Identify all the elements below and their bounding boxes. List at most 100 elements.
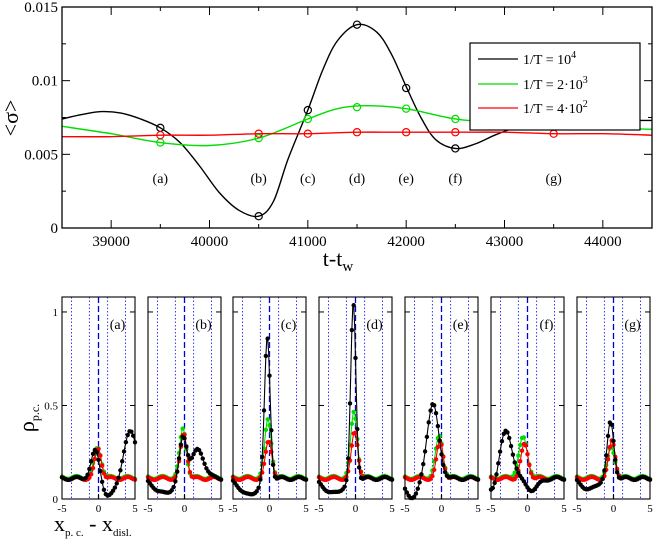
profile-point-black bbox=[421, 461, 426, 467]
profile-point-black bbox=[497, 449, 503, 454]
profile-point-black bbox=[176, 456, 182, 461]
profile-point-green bbox=[263, 427, 269, 432]
profile-x-tick-label: -5 bbox=[228, 503, 238, 515]
main-ticks: 39000 40000 41000 42000 43000 44000 0 0.005 0.01… bbox=[24, 0, 653, 250]
profile-point-black bbox=[411, 494, 417, 500]
main-series-1-point bbox=[303, 114, 313, 124]
profile-y-tick-label: 1 bbox=[53, 307, 59, 319]
main-series-2-point bbox=[254, 129, 263, 138]
profile-point-black bbox=[260, 454, 265, 460]
profile-point-black bbox=[130, 433, 136, 438]
profile-point-black bbox=[415, 486, 420, 491]
legend-entry-0: 1/T = 104 bbox=[523, 50, 576, 68]
profile-point-green bbox=[512, 470, 517, 475]
profile-panel-0: -5 0 500.51(a) bbox=[44, 296, 138, 515]
profile-point-black bbox=[189, 455, 194, 461]
main-x-tick-label: 39000 bbox=[92, 234, 130, 250]
profile-panels: -5 0 500.51(a)-5 0 5(b)-5 0 5(c)-5 0 5(d)-5 0 5(e)… bbox=[44, 296, 653, 515]
profile-point-red bbox=[101, 471, 107, 476]
profile-point-black bbox=[605, 433, 611, 439]
profile-point-black bbox=[261, 408, 267, 413]
profile-point-black bbox=[351, 303, 356, 308]
profile-x-tick-label: 0 bbox=[439, 503, 445, 515]
profile-point-black bbox=[514, 466, 519, 471]
main-series-2-point bbox=[451, 128, 460, 137]
profile-point-black bbox=[422, 449, 428, 454]
profile-point-red bbox=[518, 458, 523, 464]
profile-panel-label: (f) bbox=[539, 318, 553, 333]
profile-point-black bbox=[200, 456, 205, 461]
profile-point-black bbox=[342, 484, 347, 489]
profile-x-tick-label: 5 bbox=[389, 503, 395, 515]
legend-entry-2-base: 1/T = 4·10 bbox=[523, 102, 583, 117]
legend-entry-1: 1/T = 2·103 bbox=[523, 75, 588, 93]
main-chart: 39000 40000 41000 42000 43000 44000 0 0.005 0.01… bbox=[0, 0, 653, 275]
profile-point-black bbox=[609, 422, 614, 427]
profile-point-black bbox=[125, 432, 130, 438]
profile-point-green bbox=[351, 409, 356, 415]
profile-point-red bbox=[346, 469, 351, 474]
main-series-1-point bbox=[451, 114, 460, 124]
profile-point-black bbox=[178, 442, 184, 447]
profile-x-tick-label: 5 bbox=[561, 503, 567, 515]
main-annotation: (g) bbox=[546, 172, 563, 187]
main-y-axis-label: <σ> bbox=[0, 100, 23, 137]
profile-point-black bbox=[94, 449, 99, 455]
profile-point-green bbox=[265, 417, 270, 422]
profile-point-black bbox=[426, 420, 431, 425]
profile-y-axis-label-text: ρ bbox=[14, 421, 39, 432]
profile-point-black bbox=[173, 479, 178, 484]
profile-point-black bbox=[346, 456, 351, 461]
profile-point-black bbox=[512, 460, 517, 465]
profile-x-tick-label: 5 bbox=[132, 503, 138, 515]
profile-point-black bbox=[494, 472, 499, 477]
profile-x-axis-label-mid: - x bbox=[84, 511, 113, 536]
profile-panel-label: (c) bbox=[281, 318, 297, 333]
main-annotation: (a) bbox=[153, 172, 169, 187]
profile-point-black bbox=[598, 480, 603, 485]
profile-point-red bbox=[607, 444, 613, 450]
profile-point-black bbox=[432, 403, 437, 408]
main-series-0-point bbox=[451, 144, 460, 153]
main-x-tick-label: 44000 bbox=[584, 234, 622, 250]
profile-point-black bbox=[347, 401, 353, 406]
profile-point-black bbox=[413, 491, 419, 496]
legend: 1/T = 104 1/T = 2·103 1/T = 4·102 bbox=[469, 42, 641, 131]
main-series-1-point bbox=[352, 102, 362, 112]
main-annotation: (e) bbox=[398, 172, 414, 187]
profile-point-black bbox=[182, 436, 187, 441]
profile-panel-5: -5 0 5 (f) bbox=[486, 296, 567, 515]
profile-point-black bbox=[496, 461, 501, 466]
profile-panel-label: (b) bbox=[195, 318, 212, 333]
profile-x-tick-label: -5 bbox=[400, 503, 410, 515]
profile-x-tick-label: 0 bbox=[611, 503, 617, 515]
profile-x-axis-label: xp. c. - xdisl. bbox=[54, 511, 132, 539]
profile-x-tick-label: 5 bbox=[647, 503, 653, 515]
profile-point-black bbox=[202, 461, 207, 466]
profile-point-black bbox=[600, 476, 605, 482]
profile-point-black bbox=[89, 459, 94, 464]
profile-x-tick-label: -5 bbox=[143, 503, 153, 515]
main-series-2-point bbox=[156, 130, 165, 140]
profile-point-black bbox=[98, 468, 103, 474]
profile-point-black bbox=[441, 462, 446, 468]
main-x-tick-label: 40000 bbox=[191, 234, 229, 250]
profile-point-green bbox=[518, 442, 523, 448]
profile-panel-6: -5 0 5 (g) bbox=[572, 296, 653, 515]
profile-point-black bbox=[129, 429, 134, 434]
profile-panel-1: -5 0 5 (b) bbox=[143, 296, 224, 515]
profile-panel-label: (e) bbox=[453, 318, 469, 333]
profile-point-black bbox=[265, 336, 270, 341]
profile-point-red bbox=[99, 463, 105, 468]
profile-x-axis-label-text: x bbox=[54, 511, 65, 536]
profile-point-black bbox=[121, 449, 127, 454]
profile-point-red bbox=[187, 469, 193, 475]
main-x-tick-label: 41000 bbox=[289, 234, 327, 250]
profile-point-red bbox=[605, 457, 611, 462]
profile-point-black bbox=[611, 438, 616, 444]
profile-point-black bbox=[90, 451, 96, 457]
profile-point-red bbox=[527, 462, 532, 468]
profile-point-red bbox=[528, 471, 534, 476]
profile-point-black bbox=[419, 472, 424, 477]
profile-point-red bbox=[523, 443, 528, 448]
